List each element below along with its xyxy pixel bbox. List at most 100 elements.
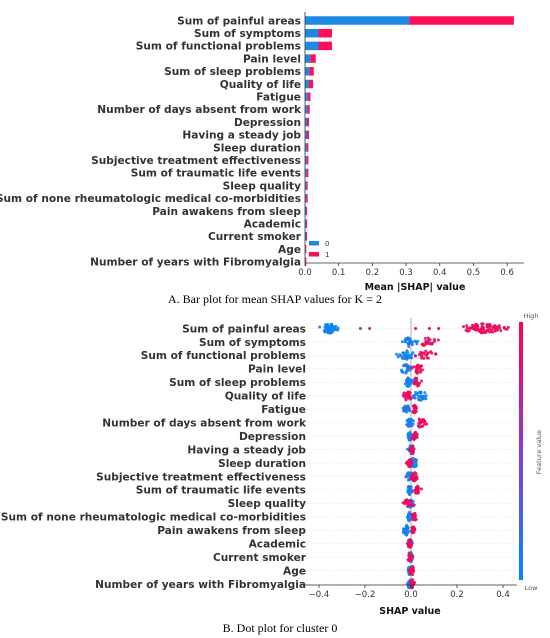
panel-b-point <box>486 329 490 333</box>
panel-b-point <box>412 503 416 507</box>
panel-b-point <box>358 327 362 330</box>
panel-a-tick-label: 0.1 <box>332 268 346 278</box>
panel-b-point <box>415 490 419 494</box>
bar-segment-series-0 <box>305 130 308 140</box>
panel-b-point <box>422 422 426 426</box>
panel-b-point <box>402 354 406 358</box>
panel-b-point <box>405 383 409 387</box>
panel-b-point <box>402 527 406 531</box>
panel-b-point <box>405 500 409 504</box>
panel-b-point <box>420 425 424 429</box>
panel-b-feature-label: Sum of none rheumatologic medical co-mor… <box>1 512 306 524</box>
bar-segment-series-1 <box>409 16 514 25</box>
panel-b-point <box>425 422 429 426</box>
panel-b-point <box>405 369 409 373</box>
panel-a-feature-label: Number of days absent from work <box>97 104 302 116</box>
panel-b-point <box>408 394 412 398</box>
panel-a-feature-label: Sleep duration <box>213 142 301 154</box>
panel-b-point <box>318 325 322 329</box>
panel-b-point <box>427 327 431 330</box>
panel-b-tick-label: 0.0 <box>404 590 418 600</box>
panel-b-point <box>405 357 409 361</box>
panel-b-point <box>425 341 429 345</box>
panel-b-feature-label: Pain awakens from sleep <box>157 525 306 537</box>
panel-b-feature-label: Academic <box>249 539 306 551</box>
panel-b-feature-label: Sum of traumatic life events <box>136 485 306 497</box>
panel-b-tick-label: −0.4 <box>309 590 330 600</box>
bar-segment-series-1 <box>307 130 310 140</box>
panel-b-feature-label: Current smoker <box>213 552 307 564</box>
panel-a-feature-label: Sum of painful areas <box>177 15 301 27</box>
panel-b-tick-label: −0.2 <box>355 590 376 600</box>
panel-b-point <box>419 398 423 402</box>
bar-segment-series-1 <box>306 143 309 152</box>
bar-segment-series-0 <box>305 54 311 63</box>
panel-b-feature-label: Subjective treatment effectiveness <box>96 471 306 483</box>
panel-b-feature-label: Sum of functional problems <box>141 350 306 362</box>
panel-b-point <box>409 432 413 436</box>
panel-b-point <box>413 512 417 516</box>
panel-b-point <box>400 356 404 360</box>
panel-b-point <box>413 354 417 358</box>
panel-b-point <box>399 354 403 358</box>
panel-b-point <box>409 474 413 478</box>
panel-b-point <box>411 435 415 439</box>
panel-b-point <box>424 394 428 398</box>
panel-b-point <box>420 343 424 347</box>
panel-b-point <box>402 407 406 411</box>
panel-b-point <box>323 330 327 334</box>
bar-segment-series-0 <box>305 16 410 25</box>
panel-b-point <box>407 342 411 346</box>
panel-b-point <box>326 323 330 327</box>
panel-b-feature-label: Age <box>283 565 306 577</box>
panel-b-point <box>409 477 413 481</box>
panel-b-point <box>401 351 405 355</box>
panel-b-point <box>401 501 405 505</box>
panel-b-point <box>412 447 416 451</box>
bar-segment-series-0 <box>305 117 308 127</box>
panel-b-point <box>420 354 424 358</box>
colorbar-low-label: Low <box>525 584 538 592</box>
panel-b-point <box>414 327 418 330</box>
panel-b-point <box>403 351 407 355</box>
panel-a-feature-label: Age <box>278 244 301 256</box>
panel-b-point <box>400 370 404 374</box>
panel-b-point <box>404 475 408 479</box>
panel-a-feature-label: Having a steady job <box>182 130 301 142</box>
panel-b-point <box>405 363 409 367</box>
bar-segment-series-0 <box>305 168 307 178</box>
panel-a-feature-label: Sum of symptoms <box>194 28 301 40</box>
panel-b-feature-label: Having a steady job <box>187 444 306 456</box>
panel-b-feature-label: Quality of life <box>225 391 306 403</box>
panel-b-point <box>412 406 416 410</box>
bar-segment-series-1 <box>305 257 307 267</box>
panel-b-point <box>332 326 336 330</box>
panel-b-point <box>411 351 415 355</box>
panel-b-point <box>411 525 415 529</box>
panel-b-point <box>410 445 414 449</box>
bar-segment-series-0 <box>305 79 310 89</box>
panel-b-point <box>422 397 426 401</box>
panel-b-point <box>400 340 404 344</box>
panel-b-point <box>410 422 414 426</box>
legend-swatch-series-0 <box>309 241 319 246</box>
panel-b-point <box>475 328 479 332</box>
legend-label-series-0: 0 <box>325 240 329 248</box>
panel-b-point <box>329 322 333 326</box>
bar-segment-series-0 <box>305 206 307 216</box>
colorbar-gradient <box>519 322 523 580</box>
panel-b-point <box>409 355 413 359</box>
panel-b-point <box>405 533 409 537</box>
panel-b-feature-label: Sleep duration <box>218 458 306 470</box>
panel-a-caption: A. Bar plot for mean SHAP values for K =… <box>168 292 382 306</box>
panel-b-point <box>505 327 509 331</box>
panel-b-point <box>327 326 331 330</box>
panel-b-point <box>406 518 410 522</box>
panel-b-feature-label: Pain level <box>248 364 306 376</box>
panel-b-point <box>402 364 406 368</box>
panel-b-point <box>475 323 479 327</box>
panel-b-point <box>407 379 411 383</box>
colorbar-title: Feature value <box>535 430 543 474</box>
panel-b-point <box>401 394 405 398</box>
